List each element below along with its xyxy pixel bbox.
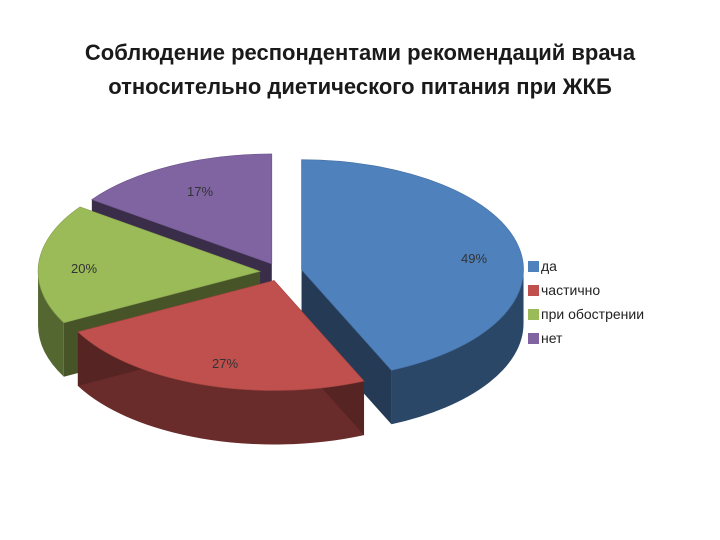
pie-top-pri-obostrenii	[37, 206, 262, 324]
legend-label-net: нет	[541, 330, 563, 346]
chart-title: Соблюдение респондентами рекомендаций вр…	[0, 36, 720, 104]
chart-legend: да частично при обострении нет	[528, 254, 644, 350]
pie-top-da	[301, 159, 524, 371]
legend-swatch-net	[528, 332, 539, 344]
legend-item-pri-obostrenii: при обострении	[528, 302, 644, 326]
legend-swatch-da	[528, 260, 539, 272]
legend-swatch-pri-obostrenii	[528, 308, 539, 320]
legend-swatch-chastichno	[528, 284, 539, 296]
pie-slice-da	[301, 269, 524, 425]
data-label-chastichno: 27%	[212, 356, 238, 371]
pie-wall-chastichno	[77, 331, 365, 445]
chart-title-line-1: Соблюдение респондентами рекомендаций вр…	[84, 40, 636, 65]
legend-item-net: нет	[528, 326, 644, 350]
pie-edge-da-1	[301, 269, 392, 425]
data-label-pri-obostrenii: 20%	[71, 261, 97, 276]
pie-top-net	[91, 153, 273, 265]
chart-title-line-2: относительно диетического питания при ЖК…	[108, 74, 612, 99]
pie-top-chastichno	[77, 280, 365, 391]
legend-label-da: да	[541, 258, 557, 274]
legend-label-pri-obostrenii: при обострении	[541, 306, 645, 322]
pie-wall-da	[391, 269, 524, 425]
pie-tops	[37, 153, 524, 391]
legend-item-chastichno: частично	[528, 278, 644, 302]
legend-label-chastichno: частично	[541, 282, 601, 298]
legend-item-da: да	[528, 254, 644, 278]
data-label-da: 49%	[461, 251, 487, 266]
data-label-net: 17%	[187, 184, 213, 199]
